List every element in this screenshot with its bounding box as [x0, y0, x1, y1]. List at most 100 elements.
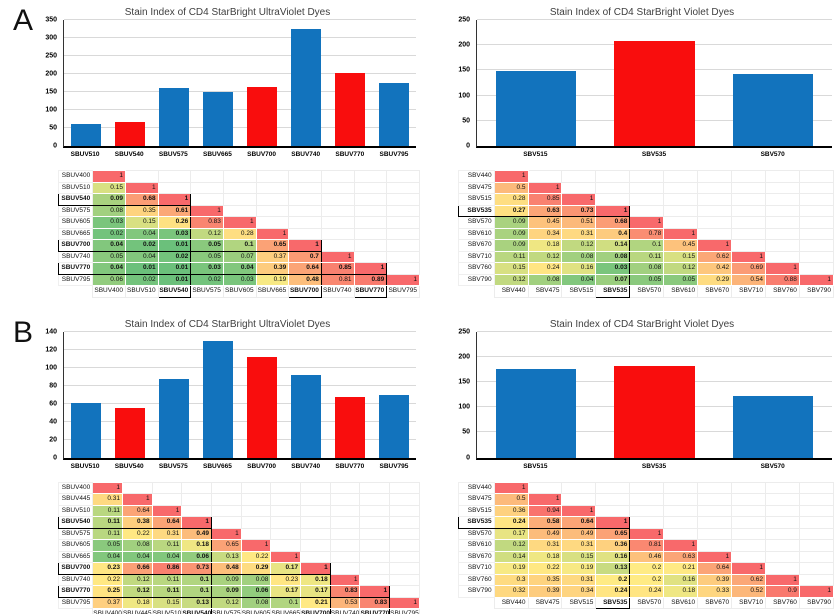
heatmap-cell: 0.33 — [697, 585, 733, 598]
empty-cell — [697, 181, 733, 194]
heatmap-cell: 0.28 — [493, 193, 529, 206]
bar-slot — [477, 20, 595, 146]
chart-plot-area: 0 50 100 150 200 250 — [458, 17, 836, 150]
panel-b-label: B — [13, 315, 34, 349]
empty-cell — [731, 527, 766, 540]
empty-cell — [386, 227, 420, 240]
y-axis-tick-label: 50 — [462, 117, 470, 125]
heatmap-cell: 0.15 — [151, 596, 183, 609]
empty-cell — [359, 527, 391, 540]
empty-cell — [211, 493, 242, 506]
gridline — [64, 91, 416, 92]
col-label-SBUV510: SBUV510 — [124, 285, 159, 298]
y-axis-tick-label: 250 — [45, 52, 57, 60]
bar-SBUV770 — [335, 73, 365, 146]
heatmap-cell: 0.17 — [270, 562, 302, 575]
gridline — [477, 355, 832, 357]
heatmap-cell: 0.58 — [527, 516, 563, 529]
row-label-SBUV665: SBUV665 — [57, 550, 94, 563]
bar-SBUV540 — [115, 122, 145, 146]
heatmap-cell: 0.08 — [92, 204, 126, 217]
panel-b-ultraviolet-heatmap: SBUV400 1 SBUV445 0.31 1 SBUV510 0.11 0.64 1 SBUV… — [57, 481, 420, 614]
chart-title: Stain Index of CD4 StarBright UltraViole… — [124, 7, 331, 18]
heatmap-cell: 0.11 — [151, 539, 183, 552]
heatmap-cell: 1 — [288, 239, 322, 252]
empty-cell — [629, 204, 665, 217]
heatmap-cell: 0.18 — [663, 585, 699, 598]
heatmap-cell: 1 — [798, 585, 835, 598]
heatmap-cell: 0.22 — [92, 573, 123, 586]
empty-cell — [211, 481, 242, 494]
x-axis-label-SBUV770: SBUV770 — [335, 151, 365, 158]
heatmap-cell: 0.89 — [353, 273, 388, 286]
heatmap-cell: 0.64 — [561, 516, 597, 529]
row-label-SBUV770: SBUV770 — [57, 585, 94, 598]
empty-cell — [697, 227, 733, 240]
heatmap-cell: 0.49 — [527, 527, 563, 540]
bar-SBUV575 — [159, 379, 189, 458]
x-axis-label-SBV570: SBV570 — [760, 151, 785, 158]
heatmap-cell: 0.04 — [151, 550, 183, 563]
x-axis-label-SBUV770: SBUV770 — [335, 462, 365, 470]
empty-cell — [389, 493, 420, 506]
y-axis-tick-label: 0 — [466, 454, 470, 461]
bar-SBUV510 — [71, 402, 101, 458]
empty-cell — [320, 181, 355, 194]
heatmap-cell: 0.09 — [493, 216, 529, 229]
empty-cell — [663, 170, 699, 183]
x-axis-label-SBV515: SBV515 — [523, 462, 548, 470]
heatmap-cell: 0.13 — [211, 550, 242, 563]
gridline — [64, 366, 416, 368]
empty-cell — [240, 481, 272, 494]
heatmap-cell: 0.63 — [663, 550, 699, 563]
empty-cell — [359, 481, 391, 494]
empty-cell — [151, 493, 183, 506]
empty-cell — [353, 239, 388, 252]
empty-cell — [765, 250, 800, 263]
col-label-SBUV770: SBUV770 — [359, 608, 391, 614]
bar-slot — [714, 332, 832, 458]
bar-SBV570 — [732, 396, 814, 458]
empty-cell — [151, 481, 183, 494]
heatmap-cell: 0.01 — [157, 239, 192, 252]
empty-cell — [765, 527, 800, 540]
panel-b-charts-row: Stain Index of CD4 StarBright UltraViole… — [0, 312, 840, 473]
heatmap-cell: 0.11 — [92, 504, 123, 517]
bar-slot — [595, 20, 713, 146]
heatmap-cell: 0.29 — [697, 273, 733, 286]
heatmap-cell: 0.12 — [211, 596, 242, 609]
col-label-SBUV400: SBUV400 — [92, 608, 123, 614]
panel-b-violet-bar-chart: Stain Index of CD4 StarBright Violet Dye… — [448, 318, 836, 473]
heatmap-cell: 0.34 — [527, 227, 563, 240]
col-label-SBUV665: SBUV665 — [270, 608, 302, 614]
row-label-SBUV700: SBUV700 — [57, 562, 94, 575]
heatmap-cell: 0.39 — [255, 262, 290, 275]
heatmap-cell: 0.09 — [493, 239, 529, 252]
empty-cell — [211, 504, 242, 517]
heatmap-cell: 0.61 — [157, 204, 192, 217]
row-label-SBV440: SBV440 — [458, 481, 495, 494]
row-label-SBUV740: SBUV740 — [57, 573, 94, 586]
col-label-SBUV795: SBUV795 — [386, 285, 420, 298]
heatmap-cell: 0.34 — [561, 585, 597, 598]
empty-cell — [300, 493, 331, 506]
empty-cell — [389, 550, 420, 563]
col-label-SBUV605: SBUV605 — [222, 285, 257, 298]
heatmap-cell: 0.19 — [493, 562, 529, 575]
empty-cell — [240, 493, 272, 506]
empty-cell — [595, 181, 631, 194]
heatmap-cell: 0.21 — [663, 562, 699, 575]
empty-cell — [798, 170, 835, 183]
bar-slot — [240, 332, 284, 458]
empty-cell — [300, 481, 331, 494]
empty-cell — [121, 481, 153, 494]
heatmap-cell: 0.02 — [157, 250, 192, 263]
heatmap-cell: 0.25 — [92, 585, 123, 598]
empty-cell — [798, 562, 835, 575]
panel-a: A Stain Index of CD4 StarBright UltraVio… — [0, 0, 840, 298]
heatmap-cell: 0.4 — [595, 227, 631, 240]
x-axis-label-SBUV795: SBUV795 — [379, 462, 409, 470]
heatmap-cell: 0.08 — [240, 573, 272, 586]
bar-slot — [64, 20, 108, 146]
gridline — [64, 330, 416, 332]
